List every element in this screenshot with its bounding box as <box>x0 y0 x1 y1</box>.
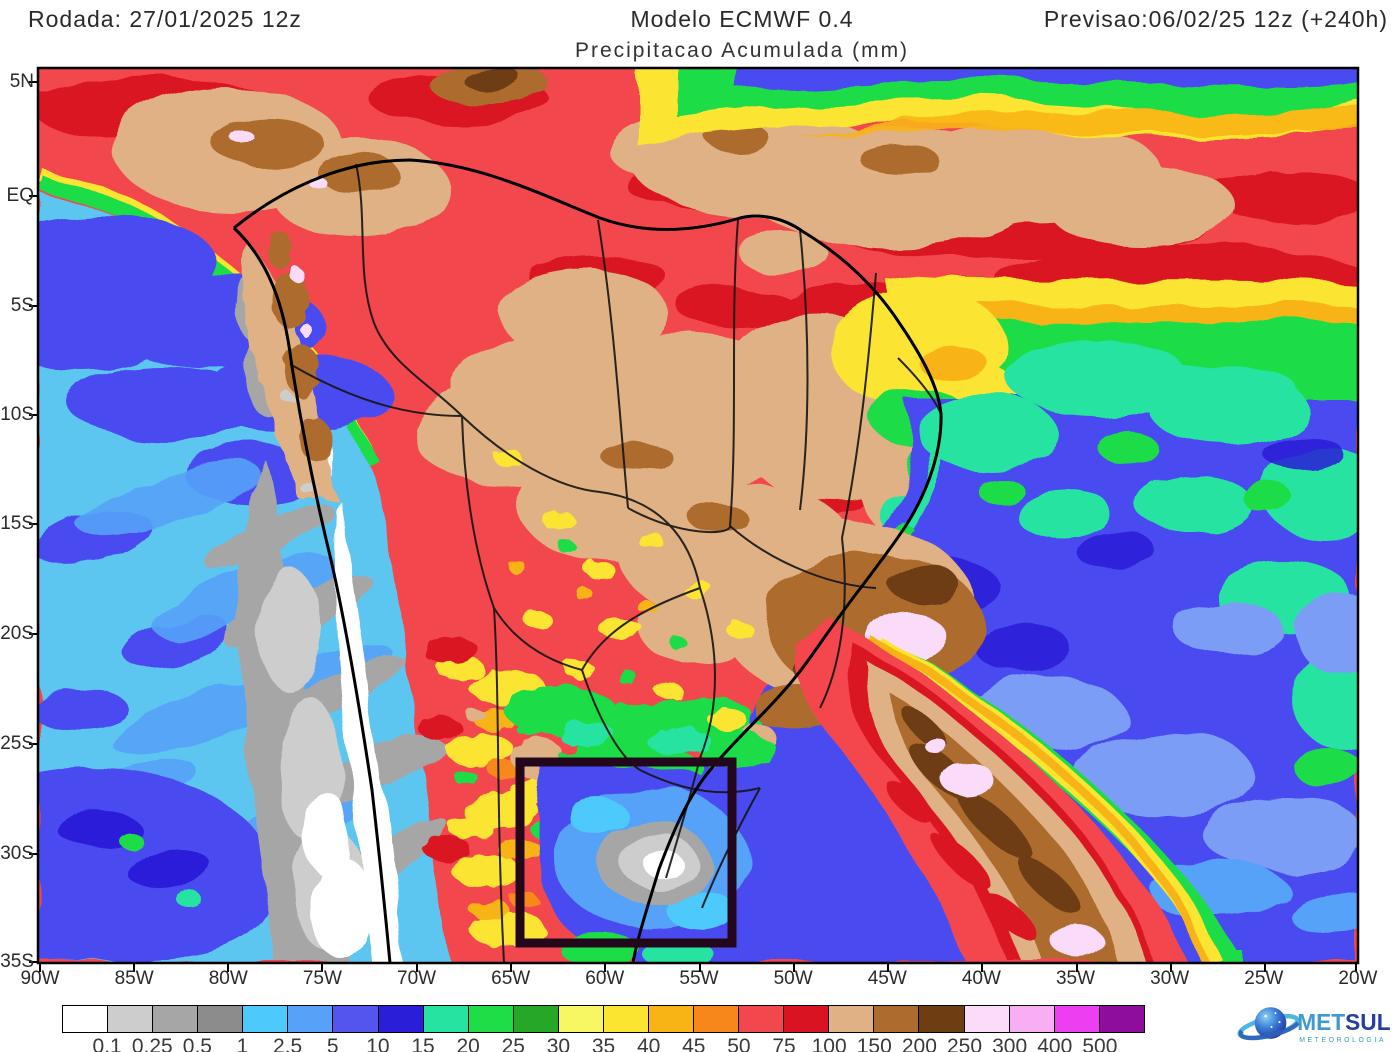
colorbar-cell <box>467 1005 514 1033</box>
colorbar-label: 25 <box>501 1035 525 1052</box>
x-axis-label: 80W <box>208 968 248 989</box>
model-title: Modelo ECMWF 0.4 <box>630 6 854 32</box>
colorbar-label: 1 <box>236 1035 249 1052</box>
y-axis-label: 35S <box>0 951 34 972</box>
x-axis-label: 20W <box>1338 968 1378 989</box>
y-axis-label: EQ <box>6 185 34 206</box>
colorbar-cell <box>602 1005 650 1033</box>
colorbar-label: 300 <box>992 1035 1028 1052</box>
colorbar-label: 15 <box>411 1035 435 1052</box>
colorbar-label: 35 <box>591 1035 616 1052</box>
map-subtitle: Precipitacao Acumulada (mm) <box>574 39 910 62</box>
colorbar-cell <box>377 1005 424 1033</box>
metsul-logo: METSUL METEOROLOGIA <box>1236 1000 1394 1050</box>
coastline <box>232 158 943 963</box>
y-axis-label: 20S <box>0 623 34 644</box>
colorbar-cell <box>512 1005 559 1033</box>
x-axis-label: 25W <box>1244 968 1284 989</box>
x-axis-label: 55W <box>679 968 719 989</box>
colorbar-label: 10 <box>366 1035 390 1052</box>
model-title-block: Modelo ECMWF 0.4 Precipitacao Acumulada … <box>575 6 909 63</box>
colorbar-label: 2.5 <box>273 1035 303 1052</box>
x-axis-label: 75W <box>302 968 342 989</box>
green-belt <box>504 686 776 788</box>
x-axis-label: 60W <box>585 968 625 989</box>
colorbar-cell <box>648 1005 695 1033</box>
precipitation-map <box>29 66 1360 972</box>
southeast-storm-band <box>792 616 1243 963</box>
colorbar-label: 250 <box>946 1035 983 1052</box>
colorbar-cell <box>197 1005 244 1033</box>
x-axis-label: 65W <box>491 968 531 989</box>
x-axis-label: 30W <box>1150 968 1190 989</box>
colorbar-cell <box>1098 1005 1145 1033</box>
run-label: Rodada: 27/01/2025 12z <box>28 6 302 32</box>
colorbar-label: 100 <box>811 1035 847 1052</box>
x-axis-label: 40W <box>961 968 1001 989</box>
colorbar-cell <box>738 1005 785 1033</box>
x-axis-label: 50W <box>773 968 813 989</box>
colorbar-cell <box>1053 1005 1100 1033</box>
colorbar-cell <box>242 1005 289 1033</box>
colorbar-label: 400 <box>1037 1035 1073 1052</box>
colorbar-label: 0.5 <box>182 1035 212 1052</box>
political-borders <box>289 163 942 963</box>
colorbar-cell <box>287 1005 334 1033</box>
colorbar-label: 50 <box>727 1035 751 1052</box>
colorbar-label: 0.1 <box>92 1035 122 1052</box>
planet-icon <box>1237 1007 1300 1041</box>
axis-ticks <box>29 81 1357 972</box>
x-axis-label: 70W <box>397 968 437 989</box>
colorbar-label: 40 <box>636 1035 661 1052</box>
colorbar-cell <box>107 1005 154 1033</box>
x-axis-label: 45W <box>867 968 907 989</box>
colorbar-label: 0.25 <box>131 1035 173 1052</box>
colorbar-cell <box>62 1005 109 1033</box>
colorbar-label: 20 <box>456 1035 480 1052</box>
pacific-south-royal-patch <box>38 768 276 963</box>
colorbar-cell <box>1008 1005 1055 1033</box>
colorbar-cell <box>422 1005 469 1033</box>
y-axis-label: 30S <box>0 843 34 864</box>
colorbar-label: 200 <box>901 1035 937 1052</box>
logo-text-met: MET <box>1297 1009 1345 1035</box>
colorbar-cell <box>152 1005 199 1033</box>
top-atlantic-strips <box>638 68 1358 146</box>
x-axis-label: 90W <box>20 968 60 989</box>
colorbar-cell <box>693 1005 740 1033</box>
forecast-highlight-box <box>515 757 737 948</box>
y-axis-label: 15S <box>0 513 34 534</box>
svg-text:METSUL: METSUL <box>1297 1009 1390 1035</box>
y-axis-label: 10S <box>0 404 34 425</box>
forecast-label: Previsao:06/02/25 12z (+240h) <box>1043 6 1388 32</box>
colorbar-label: 30 <box>546 1035 571 1052</box>
colorbar-cell <box>557 1005 604 1033</box>
colorbar-cell <box>873 1005 920 1033</box>
y-axis-label: 25S <box>0 733 34 754</box>
colorbar-cell <box>332 1005 379 1033</box>
colorbar-label: 75 <box>772 1035 796 1052</box>
colorbar-cell <box>783 1005 830 1033</box>
colorbar-label: 500 <box>1082 1035 1118 1052</box>
colorbar <box>62 1005 1145 1033</box>
map-frame <box>36 66 1360 965</box>
colorbar-cell <box>963 1005 1010 1033</box>
colorbar-label: 45 <box>682 1035 706 1052</box>
logo-text-sul: SUL <box>1345 1009 1391 1035</box>
logo-tagline: METEOROLOGIA <box>1299 1037 1386 1044</box>
andes-dry-zone <box>205 232 451 963</box>
colorbar-label: 5 <box>326 1035 339 1052</box>
x-axis-label: 35W <box>1055 968 1096 989</box>
colorbar-cell <box>828 1005 875 1033</box>
x-axis-label: 85W <box>114 968 154 989</box>
colorbar-cell <box>918 1005 965 1033</box>
y-axis-label: 5S <box>10 295 34 316</box>
colorbar-label: 150 <box>856 1035 892 1052</box>
y-axis-label: 5N <box>9 71 34 92</box>
